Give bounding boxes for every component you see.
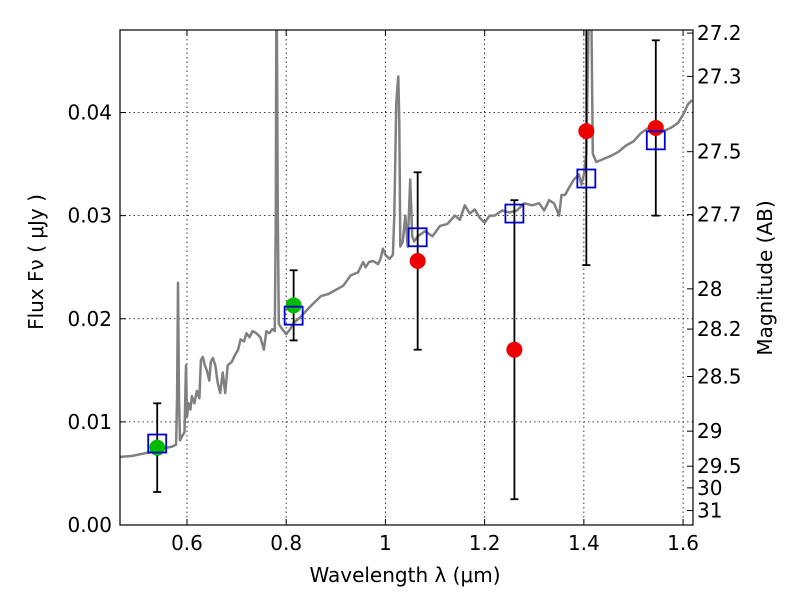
y2-tick-label: 27.3 <box>697 64 742 88</box>
y-tick-label: 0.03 <box>67 204 112 228</box>
red-data-point <box>578 123 595 140</box>
y2-tick-label: 29 <box>697 419 722 443</box>
x-tick-label: 0.8 <box>270 531 302 555</box>
red-data-point <box>409 253 426 269</box>
model-flux-box <box>645 130 666 151</box>
grid-layer <box>120 30 693 525</box>
model-flux-box <box>407 227 428 248</box>
model-flux-box <box>576 168 597 189</box>
model-flux-box <box>283 305 304 326</box>
y2-tick-label: 27.5 <box>697 140 742 164</box>
y2-tick-label: 27.2 <box>697 21 742 45</box>
x-tick-label: 1.4 <box>568 531 600 555</box>
y-tick-label: 0.00 <box>67 513 112 537</box>
y2-tick-label: 28.2 <box>697 317 742 341</box>
y2-tick-label: 30 <box>697 476 722 500</box>
model-flux-box <box>504 203 525 224</box>
red-data-point <box>647 119 664 136</box>
y2-tick-label: 27.7 <box>697 203 742 227</box>
y2-tick-label: 28.5 <box>697 365 742 389</box>
x-tick-label: 1 <box>379 531 392 555</box>
plot-frame <box>119 29 694 526</box>
y2-tick-label: 28 <box>697 277 722 301</box>
model-flux-box <box>147 433 168 454</box>
y-axis-label: Flux Fν ( μJy ) <box>24 194 48 330</box>
model-spectrum-line <box>120 30 693 459</box>
x-axis-label: Wavelength λ (μm) <box>309 563 500 587</box>
y2-tick-label: 29.5 <box>697 454 742 478</box>
y2-tick-label: 31 <box>697 499 722 523</box>
y2-axis-label: Magnitude (AB) <box>753 200 777 355</box>
x-tick-label: 1.2 <box>469 531 501 555</box>
axes-layer: 0.6 0.8 1 1.2 1.4 1.6 0.00 0.01 0.02 0.03 0.04 27.2… <box>67 21 741 555</box>
plot-layer <box>120 30 693 501</box>
x-tick-label: 1.6 <box>667 531 699 555</box>
x-tick-label: 0.6 <box>171 531 203 555</box>
plot-content <box>120 30 693 501</box>
y-tick-label: 0.01 <box>67 410 112 434</box>
y-tick-label: 0.04 <box>67 101 112 125</box>
red-data-point <box>506 341 523 358</box>
green-data-point <box>285 297 302 314</box>
y-tick-label: 0.02 <box>67 307 112 331</box>
